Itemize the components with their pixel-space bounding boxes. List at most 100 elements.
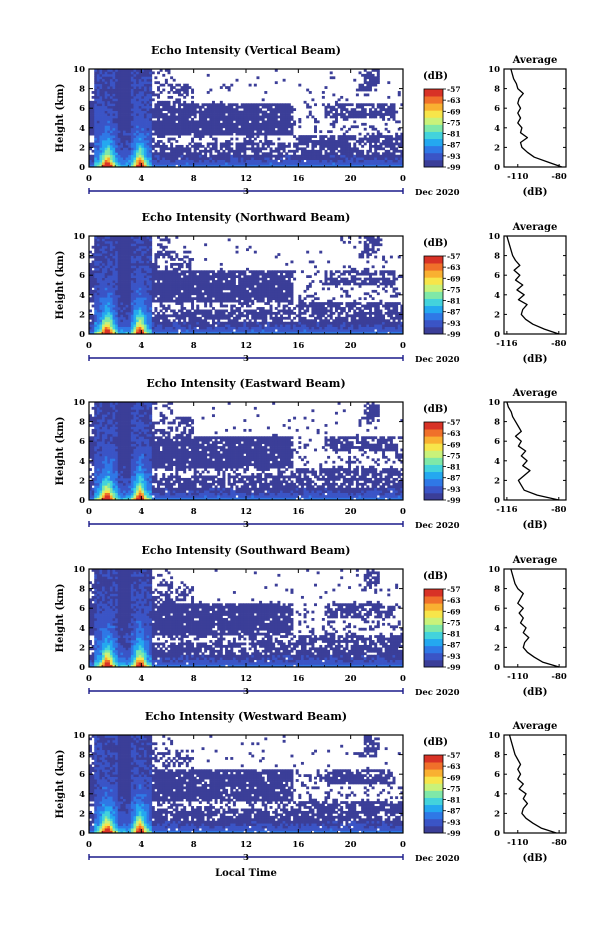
heatmap-cell (180, 118, 184, 121)
heatmap-cell (157, 275, 160, 278)
heatmap-cell (261, 294, 265, 298)
heatmap-cell (201, 287, 205, 291)
heatmap-cell (94, 164, 98, 168)
heatmap-cell (128, 110, 132, 114)
heatmap-cell (232, 154, 236, 158)
heatmap-cell (104, 329, 108, 332)
heatmap-cell (256, 149, 260, 153)
heatmap-cell (141, 115, 145, 119)
heatmap-cell (154, 275, 158, 278)
heatmap-cell (172, 78, 176, 82)
heatmap-cell (107, 115, 111, 119)
heatmap-cell (259, 299, 263, 303)
heatmap-cell (128, 152, 132, 156)
heatmap-cell (138, 88, 142, 92)
heatmap-cell (112, 319, 116, 323)
heatmap-cell (345, 98, 349, 102)
heatmap-cell (125, 113, 129, 116)
heatmap-cell (162, 144, 166, 148)
heatmap-cell (332, 140, 336, 143)
heatmap-cell (136, 240, 140, 244)
heatmap-cell (151, 91, 155, 94)
heatmap-cell (198, 299, 202, 303)
heatmap-cell (243, 132, 247, 136)
heatmap-cell (109, 157, 113, 160)
heatmap-cell (384, 159, 388, 163)
heatmap-cell (342, 105, 346, 109)
heatmap-cell (206, 142, 210, 146)
heatmap-cell (368, 81, 372, 85)
heatmap-cell (109, 292, 113, 296)
heatmap-cell (298, 83, 302, 87)
heatmap-cell (387, 113, 391, 116)
heatmap-cell (308, 110, 312, 114)
heatmap-cell (143, 299, 147, 303)
heatmap-cell (120, 147, 124, 151)
heatmap-cell (109, 137, 113, 141)
heatmap-cell (104, 299, 108, 303)
heatmap-cell (162, 238, 166, 242)
heatmap-cell (99, 142, 103, 146)
heatmap-cell (99, 319, 103, 323)
heatmap-cell (112, 162, 116, 165)
heatmap-cell (392, 105, 396, 109)
heatmap-cell (133, 154, 137, 158)
heatmap-cell (162, 292, 166, 296)
heatmap-cell (125, 76, 129, 80)
heatmap-cell (99, 81, 103, 85)
heatmap-cell (177, 297, 181, 301)
heatmap-cell (128, 157, 132, 160)
heatmap-cell (196, 289, 200, 293)
heatmap-cell (246, 105, 249, 109)
heatmap-cell (125, 309, 129, 313)
heatmap-cell (204, 147, 208, 151)
heatmap-cell (112, 71, 116, 75)
heatmap-cell (157, 277, 160, 281)
heatmap-cell (102, 95, 106, 99)
heatmap-cell (146, 255, 150, 259)
heatmap-cell (107, 100, 111, 104)
heatmap-cell (183, 326, 187, 330)
heatmap-cell (177, 164, 181, 168)
heatmap-cell (204, 108, 208, 111)
heatmap-cell (361, 157, 365, 160)
heatmap-cell (395, 132, 399, 136)
heatmap-cell (361, 152, 365, 156)
heatmap-cell (206, 287, 210, 291)
heatmap-cell (143, 154, 147, 158)
heatmap-cell (141, 316, 145, 320)
heatmap-cell (235, 289, 239, 293)
heatmap-cell (94, 321, 98, 325)
heatmap-cell (102, 262, 106, 266)
heatmap-cell (164, 118, 168, 121)
heatmap-cell (175, 326, 179, 330)
heatmap-cell (154, 321, 158, 325)
heatmap-cell (177, 265, 181, 269)
heatmap-cell (167, 105, 171, 109)
heatmap-cell (123, 250, 126, 254)
heatmap-cell (243, 140, 247, 143)
heatmap-cell (235, 292, 239, 296)
heatmap-cell (170, 95, 174, 99)
heatmap-cell (397, 162, 401, 165)
heatmap-cell (342, 152, 346, 156)
heatmap-cell (280, 130, 283, 134)
heatmap-cell (222, 83, 226, 87)
heatmap-cell (266, 127, 270, 131)
heatmap-cell (293, 154, 297, 158)
heatmap-cell (104, 272, 108, 276)
heatmap-cell (96, 149, 100, 153)
heatmap-cell (225, 321, 229, 325)
heatmap-cell (272, 113, 276, 116)
heatmap-cell (130, 132, 134, 136)
heatmap-cell (157, 314, 160, 318)
heatmap-cell (143, 304, 147, 308)
heatmap-cell (149, 258, 153, 261)
heatmap-cell (177, 108, 181, 111)
heatmap-cell (211, 125, 215, 129)
heatmap-cell (238, 307, 242, 310)
heatmap-cell (109, 258, 113, 261)
heatmap-cell (164, 287, 168, 291)
heatmap-cell (107, 154, 111, 158)
heatmap-cell (94, 331, 98, 335)
